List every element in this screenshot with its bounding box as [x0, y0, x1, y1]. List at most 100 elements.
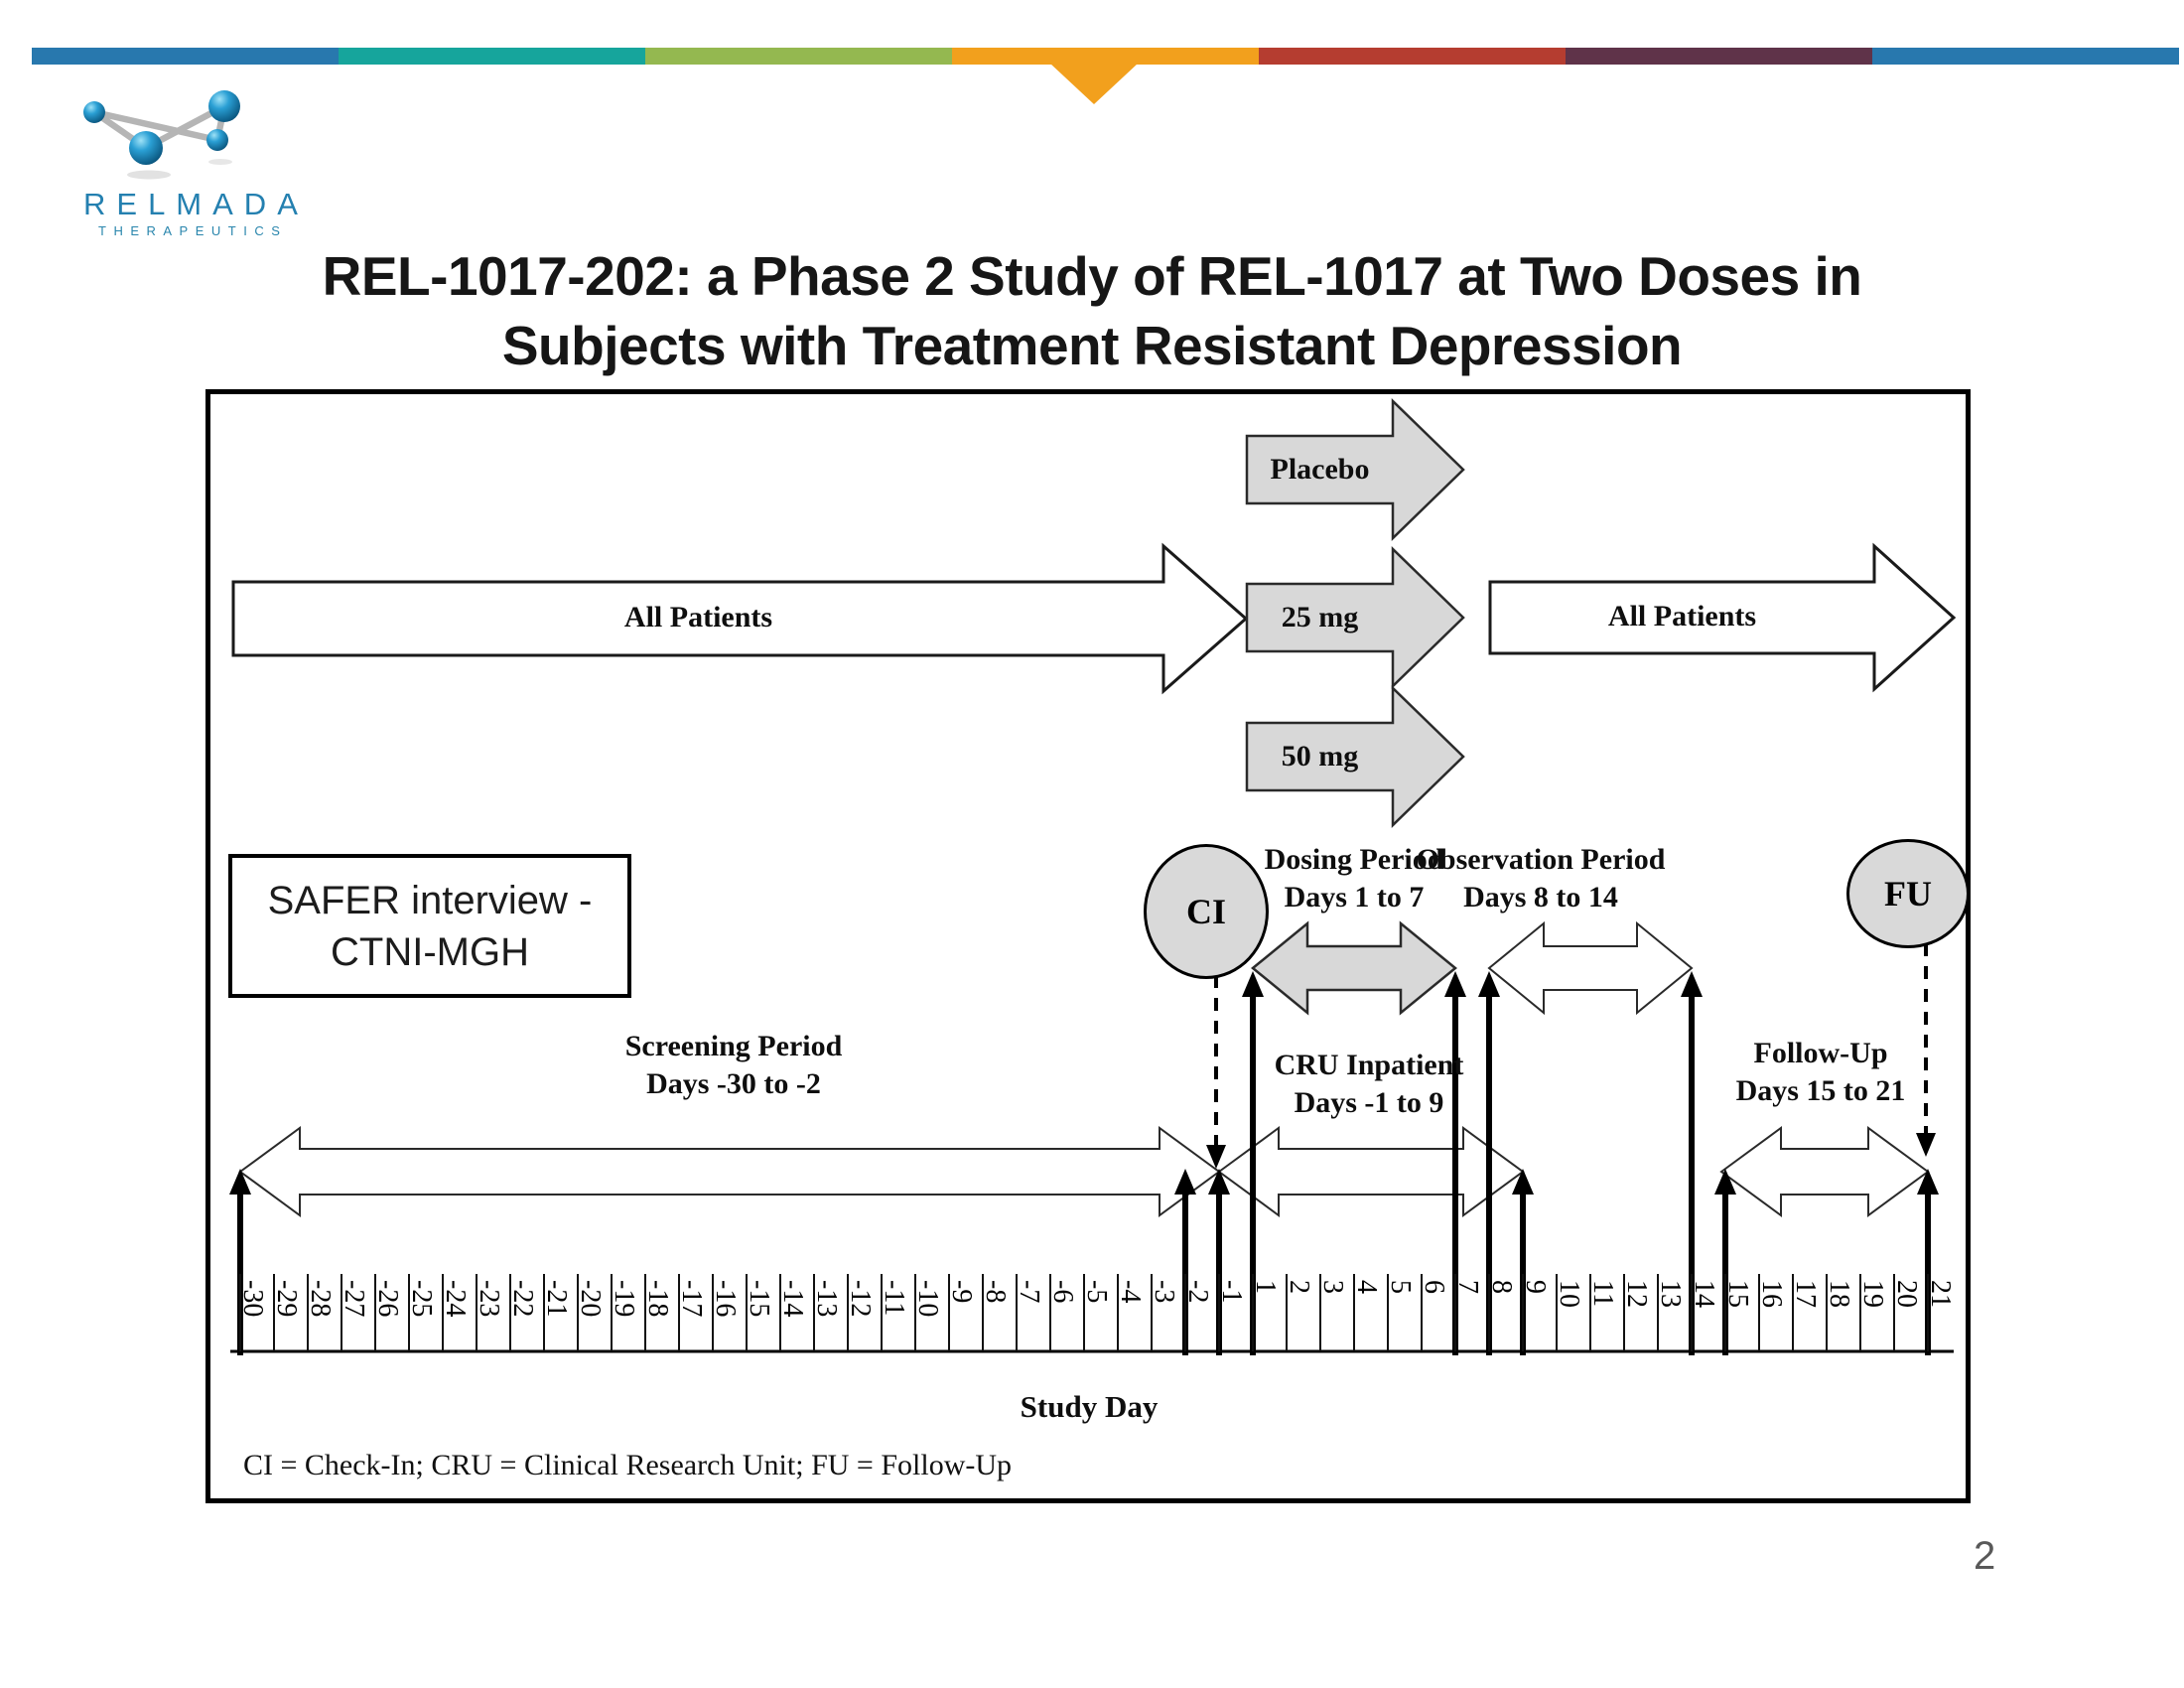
timeline-tick-day--27 [341, 1274, 342, 1351]
timeline-tick-label-day-14: 14 [1689, 1280, 1719, 1308]
timeline-tick-day-21 [1927, 1274, 1929, 1351]
timeline-tick-label-day--12: -12 [845, 1280, 876, 1318]
timeline-tick-label-day--15: -15 [744, 1280, 774, 1318]
timeline-tick-day-17 [1792, 1274, 1794, 1351]
timeline-tick-label-day--2: -2 [1182, 1280, 1213, 1304]
timeline-tick-label-day--1: -1 [1216, 1280, 1247, 1304]
timeline-tick-label-day-11: 11 [1587, 1280, 1618, 1307]
event-up-arrow-day-1-head [1242, 971, 1264, 997]
event-up-arrow-day-7-head [1444, 971, 1466, 997]
timeline-tick-day--21 [543, 1274, 545, 1351]
timeline-tick-label-day-5: 5 [1385, 1280, 1416, 1294]
timeline-tick-day-12 [1623, 1274, 1625, 1351]
timeline-tick-day-18 [1826, 1274, 1828, 1351]
timeline-tick-day--4 [1117, 1274, 1119, 1351]
timeline-tick-label-day--25: -25 [406, 1280, 437, 1318]
event-up-arrow-day-15-head [1714, 1169, 1736, 1195]
follow-up-arrow [1719, 1126, 1930, 1217]
timeline-tick-label-day--8: -8 [980, 1280, 1011, 1304]
timeline-tick-day-20 [1893, 1274, 1895, 1351]
timeline-tick-day-4 [1353, 1274, 1355, 1351]
timeline-tick-day--3 [1151, 1274, 1153, 1351]
top-bar-segment-4 [1259, 48, 1566, 65]
timeline-tick-day-8 [1488, 1274, 1490, 1351]
timeline-tick-label-day-17: 17 [1790, 1280, 1821, 1308]
all-patients-right-arrow [1488, 542, 1957, 693]
timeline-tick-label-day--26: -26 [372, 1280, 403, 1318]
dosing-period-arrow [1251, 920, 1457, 1016]
timeline-tick-label-day-13: 13 [1655, 1280, 1686, 1308]
timeline-tick-label-day-4: 4 [1351, 1280, 1382, 1294]
timeline-tick-label-day-9: 9 [1520, 1280, 1551, 1294]
page-number: 2 [1974, 1534, 1996, 1578]
timeline-tick-day--19 [611, 1274, 613, 1351]
timeline-tick-label-day--24: -24 [440, 1280, 471, 1318]
timeline-tick-day--26 [374, 1274, 376, 1351]
timeline-tick-day-1 [1252, 1274, 1254, 1351]
safer-line1: SAFER interview - [267, 878, 593, 922]
event-up-arrow-day-14-head [1681, 971, 1703, 997]
diagram-box: All Patients Placebo 25 mg 50 mg All Pat… [205, 389, 1971, 1503]
timeline-tick-label-day--27: -27 [339, 1280, 369, 1318]
timeline-tick-day-3 [1319, 1274, 1321, 1351]
timeline-tick-day--16 [712, 1274, 714, 1351]
timeline-tick-label-day-15: 15 [1722, 1280, 1753, 1308]
timeline-tick-day-16 [1758, 1274, 1760, 1351]
dose-25mg-label: 25 mg [1281, 601, 1359, 633]
timeline-tick-label-day--22: -22 [507, 1280, 538, 1318]
timeline-tick-label-day--17: -17 [676, 1280, 707, 1318]
timeline-tick-day--29 [273, 1274, 275, 1351]
timeline-tick-label-day-18: 18 [1824, 1280, 1854, 1308]
timeline-tick-day--28 [307, 1274, 309, 1351]
follow-up-oval: FU [1846, 839, 1970, 948]
top-bar-segment-5 [1566, 48, 1872, 65]
timeline-tick-label-day--14: -14 [777, 1280, 808, 1318]
placebo-arrow [1245, 398, 1465, 541]
study-day-axis-label: Study Day [1020, 1389, 1159, 1424]
timeline-tick-label-day--5: -5 [1081, 1280, 1112, 1304]
timeline-tick-day-9 [1522, 1274, 1524, 1351]
brand-tagline: THERAPEUTICS [98, 223, 288, 238]
timeline-tick-label-day--13: -13 [811, 1280, 842, 1318]
timeline-tick-day-11 [1589, 1274, 1591, 1351]
timeline-tick-day--30 [239, 1274, 241, 1351]
timeline-tick-day--2 [1184, 1274, 1186, 1351]
notch-triangle-icon [1050, 64, 1138, 104]
timeline-tick-day--6 [1049, 1274, 1051, 1351]
timeline-tick-label-day-1: 1 [1250, 1280, 1281, 1294]
safer-line2: CTNI-MGH [331, 929, 529, 974]
timeline-tick-label-day-7: 7 [1452, 1280, 1483, 1294]
timeline-tick-label-day-12: 12 [1621, 1280, 1652, 1308]
timeline-tick-day--10 [914, 1274, 916, 1351]
check-in-oval: CI [1144, 844, 1269, 979]
timeline-tick-day-10 [1556, 1274, 1558, 1351]
cru-inpatient-arrow [1217, 1126, 1525, 1217]
timeline-tick-label-day-16: 16 [1756, 1280, 1787, 1308]
event-up-arrow-day--1-head [1208, 1169, 1230, 1195]
timeline-tick-label-day--19: -19 [609, 1280, 639, 1318]
all-patients-left-arrow [231, 542, 1249, 695]
top-bar-segment-6 [1872, 48, 2179, 65]
timeline-tick-label-day--28: -28 [305, 1280, 336, 1318]
event-up-arrow-day--30-head [229, 1169, 251, 1195]
molecule-icon [83, 90, 240, 180]
follow-up-label: Follow-Up Days 15 to 21 [1735, 1037, 1906, 1107]
timeline-tick-label-day--21: -21 [541, 1280, 572, 1318]
timeline-tick-day-5 [1387, 1274, 1389, 1351]
dose-25mg-arrow [1245, 546, 1465, 689]
dose-50mg-label: 50 mg [1281, 740, 1359, 773]
timeline-tick-day--5 [1083, 1274, 1085, 1351]
timeline-tick-day-7 [1454, 1274, 1456, 1351]
timeline-tick-label-day--18: -18 [642, 1280, 673, 1318]
brand-name: RELMADA [83, 187, 309, 221]
screening-period-arrow [238, 1126, 1221, 1217]
top-bar-segment-2 [645, 48, 952, 65]
timeline-tick-day--7 [1016, 1274, 1018, 1351]
timeline-tick-day--14 [779, 1274, 781, 1351]
event-up-arrow-day-9-head [1512, 1169, 1534, 1195]
timeline-tick-day--1 [1218, 1274, 1220, 1351]
timeline-tick-day--23 [476, 1274, 478, 1351]
timeline-tick-day--11 [881, 1274, 883, 1351]
diagram-shapes [229, 398, 1957, 1355]
placebo-label: Placebo [1270, 453, 1370, 486]
